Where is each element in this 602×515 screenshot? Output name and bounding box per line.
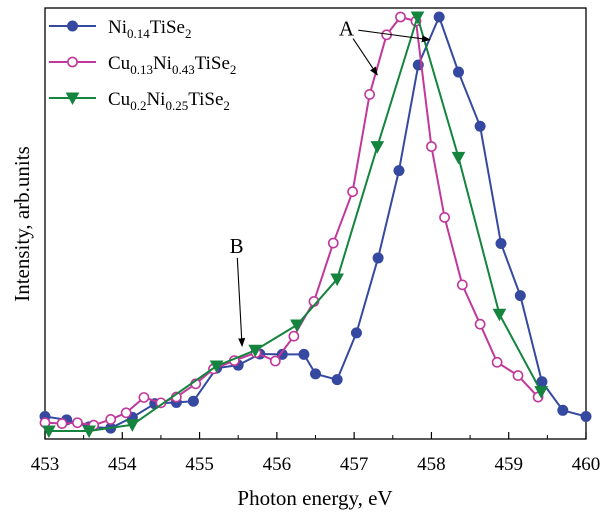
data-point	[393, 165, 405, 177]
legend-entry-1: Ni0.14TiSe2	[49, 17, 191, 41]
data-point	[155, 397, 167, 409]
data-point	[557, 404, 569, 416]
series-layer	[39, 11, 592, 439]
data-point	[298, 348, 310, 360]
annotation-arrow	[358, 29, 431, 43]
x-axis-label: Photon energy, eV	[237, 486, 392, 510]
data-point	[474, 120, 486, 132]
data-point	[395, 11, 406, 23]
data-point	[372, 252, 384, 264]
x-tick-label: 459	[494, 454, 523, 475]
data-point	[534, 386, 549, 399]
data-point	[330, 273, 344, 287]
data-point	[347, 186, 358, 198]
data-point	[370, 141, 385, 154]
data-point	[327, 237, 339, 249]
data-point	[290, 319, 304, 333]
x-tick-label: 453	[31, 454, 60, 475]
data-point	[512, 370, 524, 381]
data-point	[514, 290, 526, 302]
legend-label: Cu0.2Ni0.25TiSe2	[108, 89, 230, 113]
y-axis-label: Intensity, arb.units	[10, 146, 34, 302]
data-point	[82, 425, 96, 439]
data-point	[410, 11, 425, 25]
data-point	[276, 348, 288, 360]
series-3	[42, 11, 549, 439]
annotation-arrow	[352, 38, 378, 76]
x-tick-label: 456	[263, 454, 292, 475]
data-point	[426, 141, 437, 152]
legend-marker	[67, 56, 78, 68]
x-tick-label: 460	[572, 454, 601, 475]
legend-marker	[65, 92, 80, 106]
data-point	[105, 414, 117, 425]
data-point	[491, 356, 503, 368]
data-point	[474, 318, 486, 330]
series-2	[39, 11, 544, 431]
x-axis-ticks: 453 454 455 456 457 458 459 460	[31, 432, 601, 475]
data-point	[248, 344, 263, 358]
data-point	[433, 11, 445, 23]
data-point	[56, 418, 68, 429]
legend-label: Ni0.14TiSe2	[108, 17, 191, 41]
data-point	[269, 355, 281, 367]
data-point	[138, 392, 150, 403]
annotation-B: B	[230, 234, 246, 348]
series-line	[48, 16, 543, 432]
annotation-label: A	[339, 17, 355, 41]
data-point	[120, 407, 132, 419]
data-point	[492, 308, 507, 322]
legend-marker	[67, 20, 78, 32]
annotation-arrow	[236, 257, 246, 348]
data-point	[288, 330, 300, 342]
legend-label: Cu0.13Ni0.43TiSe2	[108, 53, 236, 77]
legend: Ni0.14TiSe2 Cu0.13Ni0.43TiSe2 Cu0.2Ni0.25T…	[49, 17, 236, 113]
legend-entry-3: Cu0.2Ni0.25TiSe2	[49, 89, 230, 113]
data-point	[331, 374, 343, 386]
x-tick-label: 458	[417, 454, 446, 475]
x-tick-label: 457	[340, 454, 369, 475]
data-point	[452, 66, 464, 78]
data-point	[125, 419, 140, 432]
data-point	[495, 237, 507, 249]
annotations: AB	[230, 17, 431, 348]
data-point	[350, 327, 362, 339]
data-point	[439, 211, 450, 223]
legend-entry-2: Cu0.13Ni0.43TiSe2	[49, 53, 236, 77]
data-point	[209, 360, 224, 374]
x-tick-label: 455	[185, 454, 214, 475]
data-point	[310, 368, 321, 380]
data-point	[451, 151, 466, 165]
data-point	[42, 425, 56, 439]
data-point	[580, 411, 592, 423]
annotation-label: B	[230, 234, 244, 258]
annotation-A: A	[339, 17, 431, 76]
series-line	[44, 16, 539, 427]
data-point	[72, 417, 83, 429]
data-point	[364, 89, 375, 100]
data-point	[456, 279, 468, 291]
data-point	[187, 395, 199, 407]
x-tick-label: 454	[108, 454, 137, 475]
